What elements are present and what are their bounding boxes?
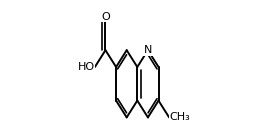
- Text: N: N: [144, 45, 152, 55]
- Text: O: O: [101, 12, 110, 22]
- Text: HO: HO: [78, 62, 95, 72]
- Text: CH₃: CH₃: [169, 112, 190, 122]
